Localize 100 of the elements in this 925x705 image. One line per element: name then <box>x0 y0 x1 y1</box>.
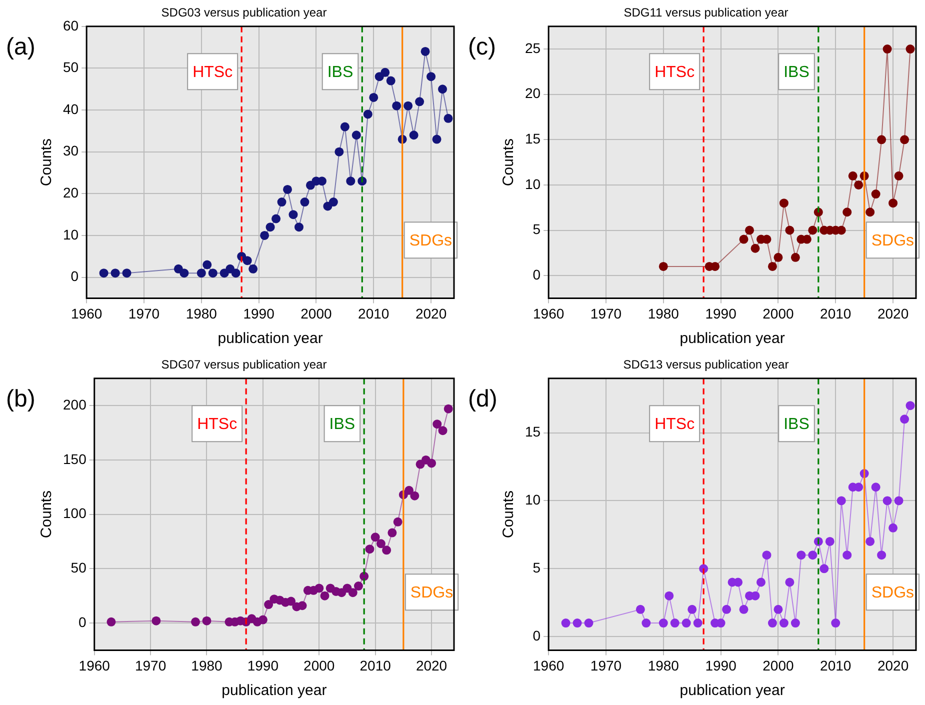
point <box>796 550 806 560</box>
point <box>392 101 402 110</box>
point <box>264 600 274 610</box>
x-axis-title: publication year <box>680 682 785 700</box>
point <box>266 222 275 232</box>
x-tick-label: 2000 <box>762 305 794 322</box>
point <box>642 618 651 628</box>
y-tick-label: 15 <box>524 424 541 440</box>
ref-line-label: IBS <box>329 416 356 433</box>
point <box>877 135 886 144</box>
x-tick-label: 1980 <box>186 305 218 322</box>
y-tick-label: 10 <box>524 176 541 192</box>
point <box>882 496 892 506</box>
chart-title: SDG03 versus publication year <box>161 6 327 20</box>
point <box>438 84 448 94</box>
point <box>900 414 910 424</box>
point <box>790 252 800 262</box>
point <box>340 122 350 132</box>
y-tick-label: 20 <box>62 184 79 201</box>
y-tick-label: 100 <box>63 505 87 522</box>
chart-title: SDG13 versus publication year <box>623 358 789 372</box>
y-tick-label: 5 <box>532 560 541 576</box>
point <box>906 401 915 410</box>
point <box>260 230 270 240</box>
ref-line-label: HTSc <box>197 416 238 433</box>
point <box>866 208 875 217</box>
point <box>664 591 674 600</box>
point <box>842 208 852 217</box>
point <box>785 226 794 235</box>
point <box>906 44 915 54</box>
y-tick-label: 25 <box>524 40 541 56</box>
point <box>286 596 296 606</box>
point <box>584 618 594 628</box>
chart-title: SDG11 versus publication year <box>624 6 788 20</box>
point <box>785 578 794 587</box>
point <box>370 532 380 542</box>
point <box>363 110 372 119</box>
x-tick-label: 1980 <box>648 305 680 322</box>
point <box>409 130 418 140</box>
point <box>354 582 363 591</box>
point <box>202 260 212 270</box>
point <box>848 171 858 180</box>
y-tick-label: 0 <box>532 266 541 282</box>
x-tick-label: 1980 <box>648 657 680 674</box>
point <box>831 618 840 628</box>
point <box>444 404 453 414</box>
point <box>427 458 436 468</box>
point <box>122 268 132 278</box>
point <box>774 604 783 614</box>
point <box>871 190 880 199</box>
point <box>768 262 777 271</box>
point <box>762 550 772 560</box>
x-tick-label: 2000 <box>304 657 335 674</box>
point <box>888 198 898 208</box>
point <box>196 268 206 278</box>
chart-title: SDG07 versus publication year <box>161 358 327 372</box>
ref-line-label: SDGs <box>871 232 914 250</box>
point <box>572 618 582 628</box>
y-tick-label: 60 <box>62 17 79 34</box>
x-tick-label: 2010 <box>358 305 390 322</box>
point <box>561 618 570 628</box>
point <box>110 268 120 278</box>
point <box>739 604 748 614</box>
point <box>202 616 212 626</box>
y-axis-title: Counts <box>38 490 56 538</box>
x-tick-label: 2000 <box>762 657 794 674</box>
point <box>854 180 864 190</box>
point <box>866 536 875 546</box>
text: (b) <box>6 386 36 413</box>
y-tick-label: 0 <box>78 614 87 630</box>
point <box>871 482 880 492</box>
point <box>288 210 298 220</box>
point <box>438 426 448 436</box>
ref-line-label: SDGs <box>410 584 454 602</box>
y-tick-label: 20 <box>524 85 541 102</box>
point <box>808 550 818 560</box>
point <box>393 517 402 526</box>
y-tick-label: 0 <box>532 627 541 644</box>
point <box>380 68 390 77</box>
x-tick-label: 1970 <box>128 305 160 322</box>
point <box>779 618 788 628</box>
point <box>248 264 258 274</box>
x-tick-label: 1960 <box>532 305 564 322</box>
text: (d) <box>468 386 498 413</box>
ref-line-label: IBS <box>784 416 810 433</box>
y-tick-label: 30 <box>62 142 79 159</box>
point <box>888 523 898 532</box>
y-tick-label: 50 <box>70 560 87 576</box>
point <box>314 584 324 593</box>
point <box>410 491 420 500</box>
point <box>283 184 292 194</box>
x-axis-title: publication year <box>680 330 785 348</box>
ref-line-label: IBS <box>327 64 354 81</box>
point <box>825 536 834 546</box>
ref-line-label: HTSc <box>654 64 695 81</box>
ref-line-label: HTSc <box>654 416 695 433</box>
x-tick-label: 1960 <box>70 305 102 322</box>
y-tick-label: 10 <box>524 492 541 508</box>
y-tick-label: 40 <box>62 100 79 117</box>
point <box>739 234 748 244</box>
